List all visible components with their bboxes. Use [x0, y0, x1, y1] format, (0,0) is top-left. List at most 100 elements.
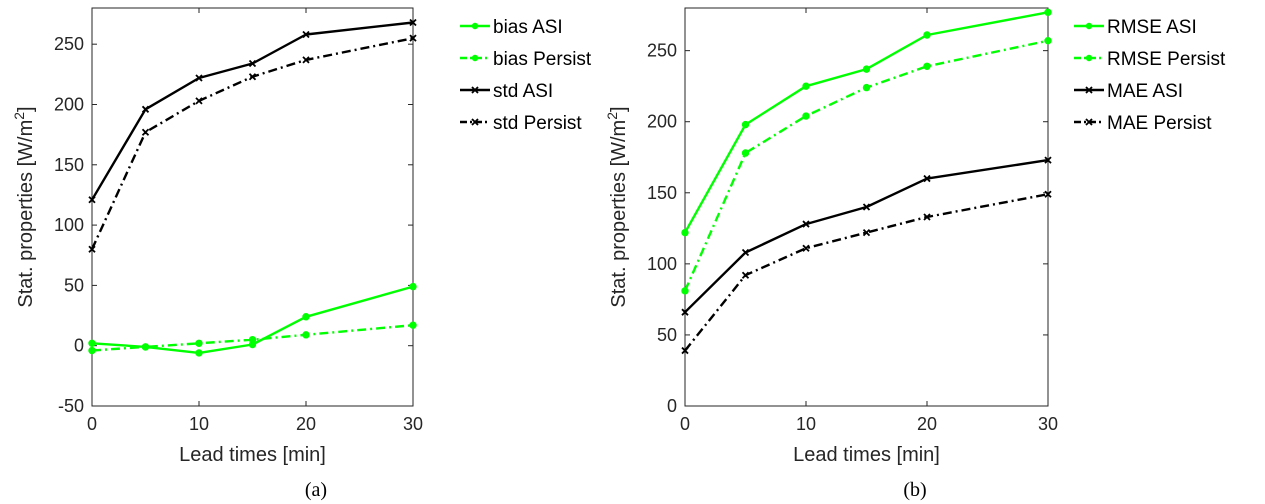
legend-label: bias Persist	[493, 49, 592, 70]
y-tick-label: 100	[54, 215, 84, 235]
x-tick-label: 30	[1038, 414, 1058, 434]
data-point	[1044, 156, 1052, 164]
chart-panel-b: 0 10 20 30 0 50 100 150 200 250 Lead times [min] St…	[604, 7, 1226, 501]
data-point	[681, 308, 689, 316]
legend-marker	[471, 118, 479, 126]
data-point	[681, 287, 689, 295]
legend-marker	[471, 54, 479, 62]
data-point	[681, 228, 689, 237]
plot-frame	[684, 7, 1049, 407]
data-point	[88, 196, 96, 204]
data-point	[802, 82, 810, 90]
data-point	[248, 335, 257, 344]
legend-marker	[1085, 86, 1093, 94]
data-point	[409, 18, 417, 27]
data-point	[302, 331, 310, 339]
data-point	[195, 349, 203, 357]
series-line-rmse-asi	[683, 11, 1049, 234]
x-axis-label: Lead times [min]	[793, 444, 940, 466]
data-point	[141, 343, 150, 351]
y-tick-label: 150	[647, 183, 677, 203]
data-point	[302, 313, 310, 321]
series-line-rmse-persist	[683, 39, 1049, 292]
data-point	[195, 97, 203, 105]
y-tick-label: 100	[647, 254, 677, 274]
y-tick-label: 50	[64, 275, 84, 295]
data-point	[1044, 36, 1052, 45]
series-line-std-persist	[90, 37, 414, 250]
legend-label: std ASI	[493, 81, 553, 102]
plot-frame	[91, 7, 414, 407]
data-point	[302, 30, 310, 39]
data-point	[88, 346, 96, 355]
legend-label: RMSE ASI	[1107, 17, 1197, 38]
y-tick-label: 150	[54, 155, 84, 175]
series-line-mae-persist	[684, 193, 1049, 352]
data-point	[923, 213, 931, 221]
data-point	[862, 83, 871, 92]
y-tick-label: 0	[74, 336, 84, 356]
series-line-bias-persist	[91, 324, 414, 352]
y-tick-label: -50	[58, 396, 84, 416]
legend-label: MAE Persist	[1107, 113, 1212, 134]
data-point	[802, 112, 810, 120]
legend-label: RMSE Persist	[1107, 49, 1226, 70]
y-tick-label: 0	[667, 396, 677, 416]
data-point	[923, 174, 931, 183]
x-axis-label: Lead times [min]	[179, 444, 326, 466]
data-point	[1044, 190, 1052, 198]
data-point	[88, 339, 96, 347]
data-point	[409, 282, 417, 291]
y-tick-label: 200	[54, 94, 84, 114]
data-point	[862, 65, 871, 73]
series-line-std-asi	[90, 21, 414, 201]
data-point	[802, 244, 810, 252]
legend-label: MAE ASI	[1107, 81, 1183, 102]
x-tick-label: 20	[296, 414, 316, 434]
x-tick-label: 10	[189, 414, 209, 434]
x-tick-label: 0	[87, 414, 97, 434]
data-point	[802, 220, 810, 228]
legend-marker	[1085, 54, 1093, 62]
panel-caption: (a)	[305, 479, 327, 501]
data-point	[862, 203, 871, 211]
data-point	[923, 62, 931, 70]
panel-caption: (b)	[903, 479, 926, 501]
data-point	[741, 271, 750, 279]
y-tick-label: 50	[657, 325, 677, 345]
series-line-mae-asi	[684, 158, 1049, 314]
y-tick-label: 200	[647, 112, 677, 132]
legend-marker	[471, 86, 479, 94]
data-point	[681, 346, 689, 355]
y-tick-label: 250	[647, 41, 677, 61]
data-point	[741, 248, 750, 257]
legend-label: std Persist	[493, 113, 582, 134]
legend-marker	[1085, 22, 1093, 30]
data-point	[409, 34, 417, 42]
legend-marker	[1085, 118, 1093, 126]
y-axis-label: Stat. properties [W/m2]	[604, 106, 630, 307]
data-point	[741, 149, 750, 157]
legend-label: bias ASI	[493, 17, 563, 38]
legend-marker	[471, 22, 479, 30]
x-tick-label: 10	[796, 414, 816, 434]
y-axis-label: Stat. properties [W/m2]	[11, 106, 37, 307]
data-point	[409, 321, 417, 329]
data-point	[1044, 8, 1052, 16]
data-point	[862, 228, 871, 237]
data-point	[141, 128, 150, 136]
data-point	[195, 339, 203, 347]
x-tick-label: 30	[403, 414, 423, 434]
data-point	[923, 31, 931, 39]
data-point	[141, 105, 150, 113]
x-tick-label: 20	[917, 414, 937, 434]
data-point	[741, 120, 750, 129]
data-point	[302, 56, 310, 64]
data-point	[195, 74, 203, 82]
x-tick-label: 0	[680, 414, 690, 434]
y-tick-label: 250	[54, 34, 84, 54]
data-point	[248, 73, 257, 81]
data-point	[88, 245, 96, 253]
